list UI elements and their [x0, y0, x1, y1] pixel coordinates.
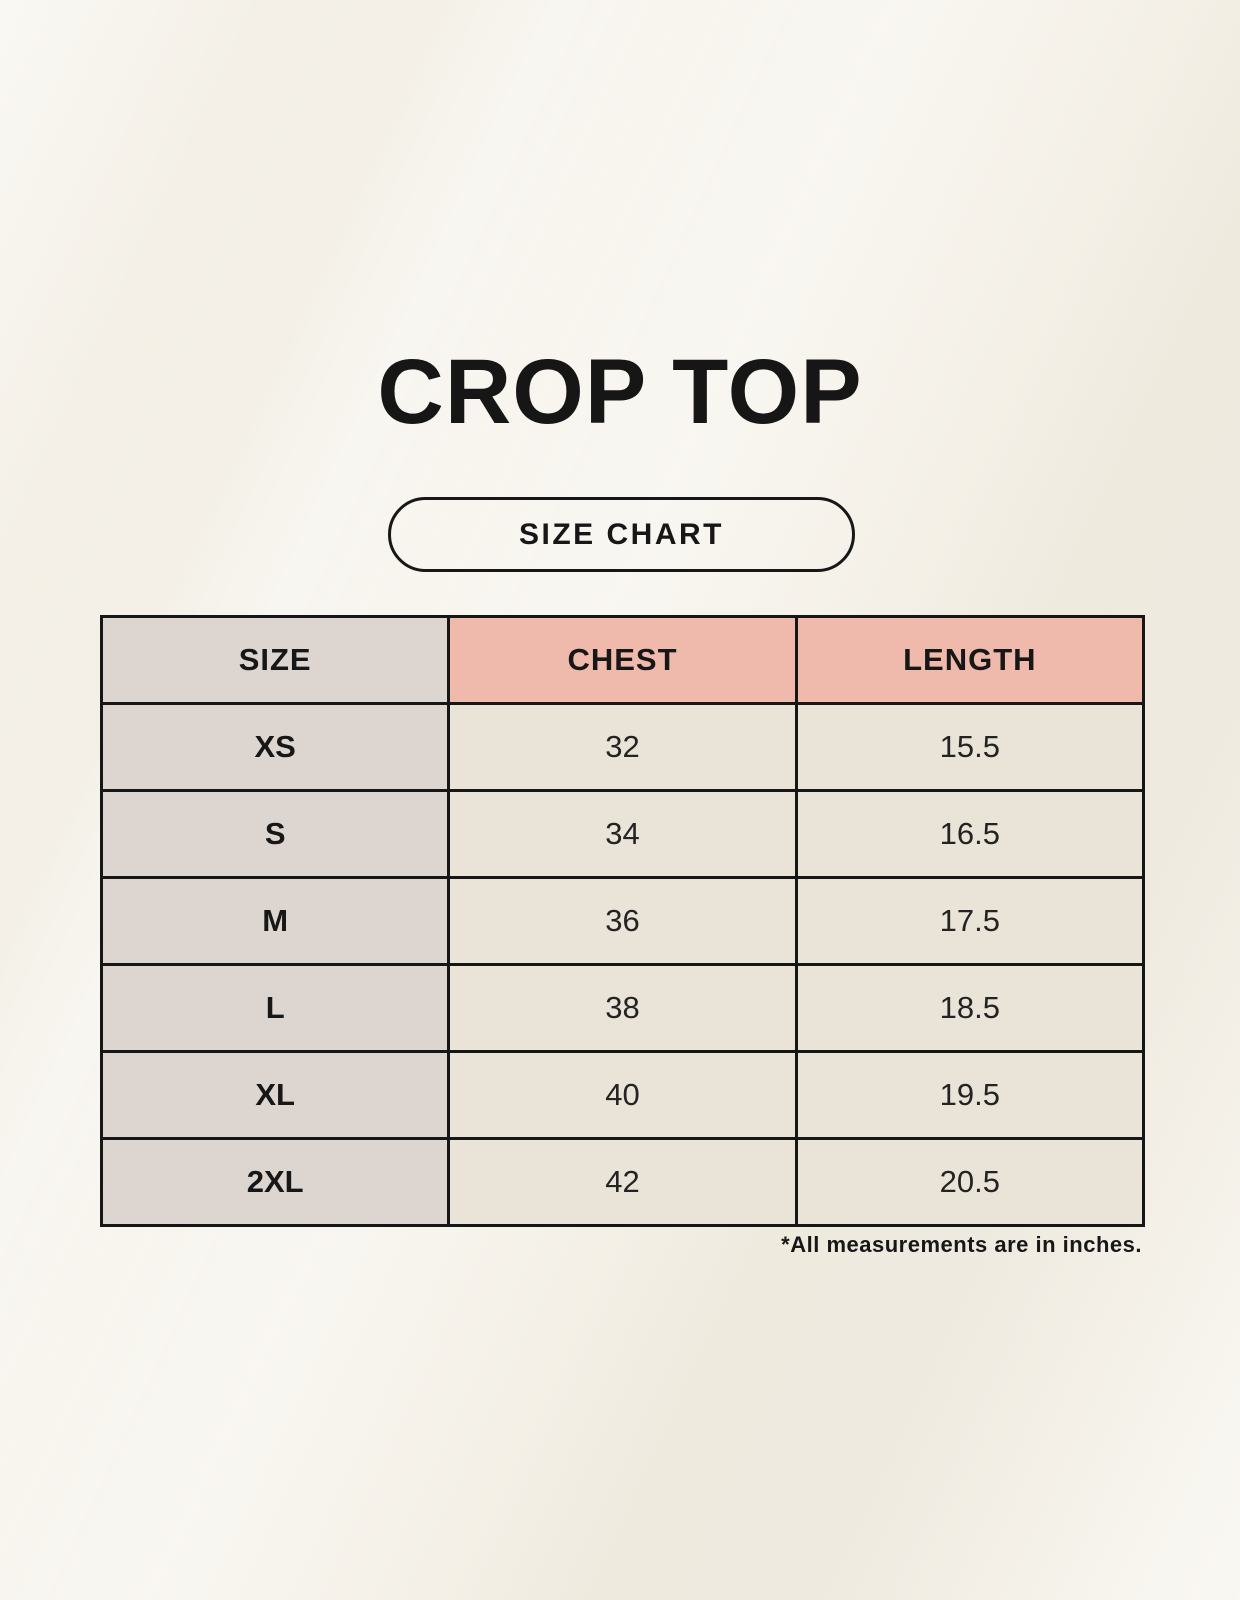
size-chart-badge: SIZE CHART	[388, 497, 855, 572]
length-value: 20.5	[794, 1137, 1145, 1227]
length-value: 18.5	[794, 963, 1145, 1053]
length-value: 15.5	[794, 702, 1145, 792]
size-label: XL	[99, 1050, 451, 1140]
table-row-xl: XL 40 19.5	[99, 1050, 1145, 1140]
col-header-chest: CHEST	[447, 615, 798, 705]
page-title: CROP TOP	[377, 341, 863, 443]
col-header-length: LENGTH	[794, 615, 1145, 705]
chest-value: 40	[447, 1050, 798, 1140]
length-value: 19.5	[794, 1050, 1145, 1140]
size-label: 2XL	[99, 1137, 451, 1227]
chest-value: 34	[447, 789, 798, 879]
table-row-xs: XS 32 15.5	[99, 702, 1145, 792]
table-row-s: S 34 16.5	[99, 789, 1145, 879]
chest-value: 42	[447, 1137, 798, 1227]
table-row-2xl: 2XL 42 20.5	[99, 1137, 1145, 1227]
size-chart-badge-label: SIZE CHART	[519, 517, 724, 551]
size-label: L	[99, 963, 451, 1053]
header-row: SIZE CHEST LENGTH	[99, 615, 1145, 705]
chest-value: 36	[447, 876, 798, 966]
size-chart-table: SIZE CHEST LENGTH XS 32 15.5 S 34 16.5 M…	[99, 615, 1145, 1227]
chest-value: 32	[447, 702, 798, 792]
col-header-size: SIZE	[99, 615, 451, 705]
measurements-footnote: *All measurements are in inches.	[781, 1232, 1142, 1257]
size-label: S	[99, 789, 451, 879]
size-label: XS	[99, 702, 451, 792]
table-row-l: L 38 18.5	[99, 963, 1145, 1053]
chest-value: 38	[447, 963, 798, 1053]
length-value: 17.5	[794, 876, 1145, 966]
table-row-m: M 36 17.5	[99, 876, 1145, 966]
length-value: 16.5	[794, 789, 1145, 879]
size-label: M	[99, 876, 451, 966]
